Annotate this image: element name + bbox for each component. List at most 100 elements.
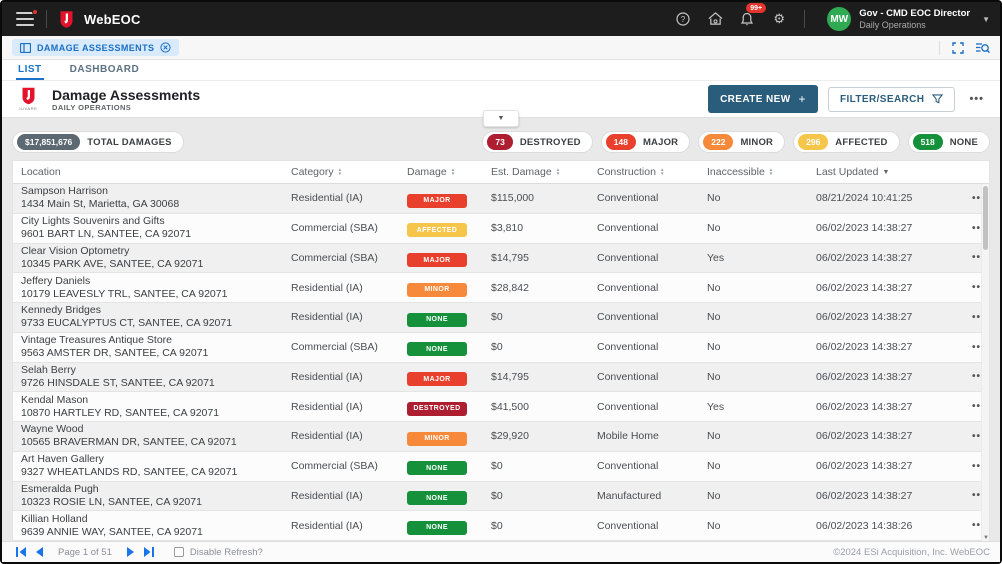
row-menu-button[interactable]: ••• bbox=[972, 282, 986, 294]
est-damage-cell: $28,842 bbox=[491, 281, 529, 294]
construction-cell: Conventional bbox=[597, 341, 659, 354]
table-row[interactable]: City Lights Souvenirs and Gifts 9601 BAR… bbox=[13, 213, 989, 244]
row-menu-button[interactable]: ••• bbox=[972, 401, 986, 413]
row-menu-button[interactable]: ••• bbox=[972, 311, 986, 323]
vertical-scrollbar[interactable]: ▼ bbox=[981, 184, 989, 541]
svg-text:?: ? bbox=[681, 15, 686, 24]
first-page-button[interactable] bbox=[12, 545, 30, 559]
table-row[interactable]: Kendal Mason 10870 HARTLEY RD, SANTEE, C… bbox=[13, 392, 989, 422]
tab-list[interactable]: LIST bbox=[16, 60, 44, 80]
construction-cell: Mobile Home bbox=[597, 430, 659, 443]
damage-counter-badge[interactable]: 148 MAJOR bbox=[600, 131, 691, 153]
column-header-est-damage[interactable]: Est. Damage ▲ ▼ bbox=[491, 166, 561, 178]
location-name: Art Haven Gallery bbox=[21, 453, 104, 466]
category-cell: Residential (IA) bbox=[291, 430, 363, 443]
counter-label: DESTROYED bbox=[519, 136, 581, 148]
previous-page-button[interactable] bbox=[30, 545, 48, 559]
row-menu-button[interactable]: ••• bbox=[972, 192, 986, 204]
last-updated-cell: 06/02/2023 14:38:27 bbox=[816, 222, 913, 235]
disable-refresh-checkbox[interactable] bbox=[173, 547, 184, 557]
chevron-down-icon: ▼ bbox=[982, 14, 990, 24]
collapse-header-button[interactable]: ▼ bbox=[483, 110, 519, 127]
help-icon[interactable]: ? bbox=[674, 10, 692, 28]
location-name: Esmeralda Pugh bbox=[21, 482, 99, 495]
menu-icon[interactable] bbox=[16, 9, 38, 26]
column-header-inaccessible[interactable]: Inaccessible ▲ ▼ bbox=[707, 166, 774, 178]
column-header-construction[interactable]: Construction ▲ ▼ bbox=[597, 166, 665, 178]
construction-cell: Conventional bbox=[597, 251, 659, 264]
column-header-last-updated[interactable]: Last Updated ▼ bbox=[816, 166, 890, 178]
row-menu-button[interactable]: ••• bbox=[972, 520, 986, 532]
table-row[interactable]: Kennedy Bridges 9733 EUCALYPTUS CT, SANT… bbox=[13, 303, 989, 333]
row-menu-button[interactable]: ••• bbox=[972, 341, 986, 353]
inaccessible-cell: No bbox=[707, 519, 721, 532]
location-address: 9639 ANNIE WAY, SANTEE, CA 92071 bbox=[21, 525, 203, 538]
damage-badge: AFFECTED bbox=[407, 223, 467, 238]
last-updated-cell: 06/02/2023 14:38:27 bbox=[816, 430, 913, 443]
board-logo: JUVARE bbox=[14, 87, 42, 111]
content-area: ▼ $17,851,676 TOTAL DAMAGES 73 DESTROYED… bbox=[2, 110, 1000, 541]
last-updated-cell: 06/02/2023 14:38:27 bbox=[816, 311, 913, 324]
row-menu-button[interactable]: ••• bbox=[972, 460, 986, 472]
inaccessible-cell: Yes bbox=[707, 400, 725, 413]
construction-cell: Conventional bbox=[597, 460, 659, 473]
tab-damage-assessments[interactable]: DAMAGE ASSESSMENTS bbox=[12, 39, 180, 56]
location-name: Killian Holland bbox=[21, 512, 88, 525]
search-records-icon[interactable] bbox=[976, 42, 990, 54]
damage-counter-badge[interactable]: 222 MINOR bbox=[698, 131, 786, 153]
home-icon[interactable] bbox=[706, 10, 724, 28]
inaccessible-cell: No bbox=[707, 489, 721, 502]
last-updated-cell: 06/02/2023 14:38:27 bbox=[816, 341, 913, 354]
row-menu-button[interactable]: ••• bbox=[972, 252, 986, 264]
table-row[interactable]: Selah Berry 9726 HINSDALE ST, SANTEE, CA… bbox=[13, 362, 989, 393]
filter-funnel-icon bbox=[932, 94, 944, 104]
est-damage-cell: $29,920 bbox=[491, 430, 529, 443]
filter-search-button[interactable]: FILTER/SEARCH bbox=[827, 86, 956, 112]
table-row[interactable]: Esmeralda Pugh 10323 ROSIE LN, SANTEE, C… bbox=[13, 481, 989, 512]
table-row[interactable]: Vintage Treasures Antique Store 9563 AMS… bbox=[13, 332, 989, 363]
close-tab-icon[interactable] bbox=[160, 42, 171, 53]
table-row[interactable]: Clear Vision Optometry 10345 PARK AVE, S… bbox=[13, 243, 989, 274]
damage-counter-badge[interactable]: 296 AFFECTED bbox=[793, 131, 900, 153]
next-page-button[interactable] bbox=[122, 545, 140, 559]
table-row[interactable]: Wayne Wood 10565 BRAVERMAN DR, SANTEE, C… bbox=[13, 422, 989, 452]
notifications-bell-icon[interactable]: 99+ bbox=[738, 3, 767, 28]
damage-assessments-table: Location Category ▲ ▼ Damage ▲ ▼ Est. Damage ▲ ▼ C… bbox=[12, 160, 990, 541]
tab-dashboard[interactable]: DASHBOARD bbox=[69, 64, 140, 75]
row-menu-button[interactable]: ••• bbox=[972, 430, 986, 442]
table-row[interactable]: Killian Holland 9639 ANNIE WAY, SANTEE, … bbox=[13, 511, 989, 541]
settings-gear-icon[interactable]: ⚙ bbox=[773, 11, 786, 26]
damage-counter-badge[interactable]: 73 DESTROYED bbox=[482, 131, 593, 153]
table-row[interactable]: Jeffery Daniels 10179 LEAVESLY TRL, SANT… bbox=[13, 273, 989, 303]
column-header-damage[interactable]: Damage ▲ ▼ bbox=[407, 166, 456, 178]
damage-badge: NONE bbox=[407, 520, 467, 535]
column-header-category[interactable]: Category ▲ ▼ bbox=[291, 166, 343, 178]
construction-cell: Conventional bbox=[597, 370, 659, 383]
last-page-button[interactable] bbox=[140, 545, 158, 559]
table-row[interactable]: Art Haven Gallery 9327 WHEATLANDS RD, SA… bbox=[13, 451, 989, 482]
category-cell: Residential (IA) bbox=[291, 311, 363, 324]
sort-icon: ▲ ▼ bbox=[555, 167, 561, 176]
location-cell: Wayne Wood 10565 BRAVERMAN DR, SANTEE, C… bbox=[21, 423, 291, 449]
counter-value: 73 bbox=[487, 134, 513, 150]
total-damages-badge[interactable]: $17,851,676 TOTAL DAMAGES bbox=[12, 131, 184, 153]
header-more-menu[interactable]: ••• bbox=[969, 93, 984, 105]
user-role: Daily Operations bbox=[859, 19, 926, 30]
est-damage-cell: $0 bbox=[491, 519, 503, 532]
scrollbar-down-arrow[interactable]: ▼ bbox=[983, 535, 989, 541]
create-new-button[interactable]: CREATE NEW + bbox=[708, 85, 818, 113]
row-menu-button[interactable]: ••• bbox=[972, 371, 986, 383]
fullscreen-icon[interactable] bbox=[952, 41, 964, 54]
scrollbar-thumb[interactable] bbox=[983, 186, 988, 250]
view-tabs: LIST DASHBOARD bbox=[2, 60, 1000, 81]
damage-counter-badge[interactable]: 518 NONE bbox=[907, 131, 990, 153]
counter-label: NONE bbox=[949, 136, 978, 148]
table-row[interactable]: Sampson Harrison 1434 Main St, Marietta,… bbox=[13, 184, 989, 214]
row-menu-button[interactable]: ••• bbox=[972, 490, 986, 502]
sort-icon: ▲ ▼ bbox=[337, 167, 343, 176]
divider bbox=[46, 10, 47, 28]
location-cell: Kennedy Bridges 9733 EUCALYPTUS CT, SANT… bbox=[21, 304, 291, 330]
user-menu[interactable]: MW Gov - CMD EOC Director Daily Operatio… bbox=[827, 7, 990, 31]
row-menu-button[interactable]: ••• bbox=[972, 222, 986, 234]
board-tab-label: DAMAGE ASSESSMENTS bbox=[37, 42, 155, 53]
